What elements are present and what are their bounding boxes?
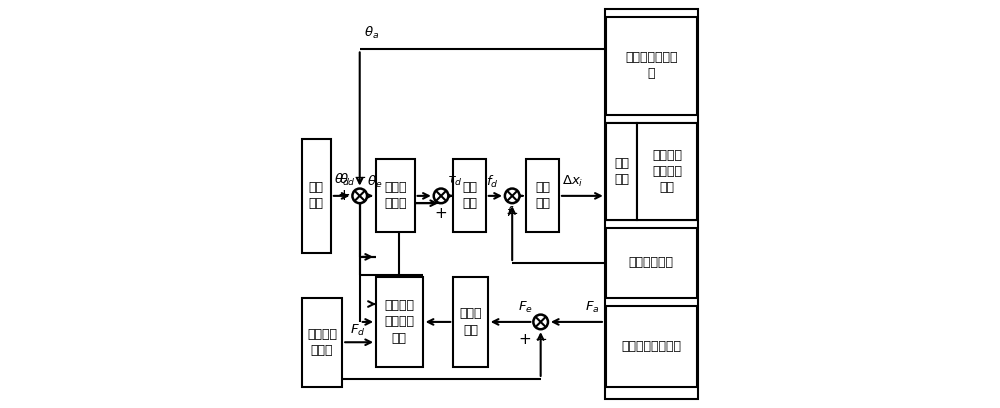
Text: 腱张力传感器: 腱张力传感器 <box>629 257 674 269</box>
Bar <box>606 123 697 220</box>
Text: 指尖接触力传感器: 指尖接触力传感器 <box>621 340 681 353</box>
Text: −: − <box>353 170 366 185</box>
Text: 接触力: 接触力 <box>459 307 482 320</box>
Circle shape <box>352 188 367 203</box>
Bar <box>453 277 488 367</box>
Text: $f_d$: $f_d$ <box>486 173 498 190</box>
Text: $\theta_d$: $\theta_d$ <box>339 172 355 188</box>
Bar <box>606 123 637 220</box>
Text: 控制: 控制 <box>463 324 478 337</box>
Text: +: + <box>338 188 350 203</box>
Bar <box>605 9 698 399</box>
Text: 期望指尖: 期望指尖 <box>307 328 337 341</box>
Text: 规划: 规划 <box>309 197 324 211</box>
Bar <box>606 306 697 387</box>
Text: 接触力: 接触力 <box>311 344 333 357</box>
Text: $\theta_a$: $\theta_a$ <box>364 25 379 41</box>
Text: 腱驱: 腱驱 <box>614 157 629 170</box>
Text: 张力: 张力 <box>535 181 550 194</box>
Text: $F_d$: $F_d$ <box>350 322 366 337</box>
Text: 关节力矩: 关节力矩 <box>384 315 414 328</box>
Text: −: − <box>506 206 519 222</box>
Text: $f$: $f$ <box>506 205 514 219</box>
Bar <box>453 159 486 233</box>
Text: $\theta_e$: $\theta_e$ <box>367 173 382 190</box>
Text: +: + <box>519 333 531 348</box>
Text: −: − <box>534 333 547 348</box>
Text: 控制: 控制 <box>535 197 550 211</box>
Text: $F_a$: $F_a$ <box>585 300 600 315</box>
Text: 张力: 张力 <box>462 181 477 194</box>
Text: 动器: 动器 <box>614 173 629 186</box>
Text: 转换: 转换 <box>392 332 407 345</box>
Text: 械手单指: 械手单指 <box>652 165 682 178</box>
Text: $\Delta x_i$: $\Delta x_i$ <box>562 174 584 189</box>
Text: 分配: 分配 <box>462 197 477 211</box>
Bar <box>302 139 331 253</box>
Text: 机构: 机构 <box>660 181 675 194</box>
Text: $\tau_d$: $\tau_d$ <box>447 175 462 188</box>
Bar <box>606 17 697 115</box>
Bar <box>376 159 415 233</box>
Text: 腱驱动机: 腱驱动机 <box>652 149 682 162</box>
Bar <box>302 297 342 387</box>
Text: 关节刚: 关节刚 <box>384 181 407 194</box>
Text: 路径: 路径 <box>309 181 324 194</box>
Bar <box>376 277 423 367</box>
Text: 度比例: 度比例 <box>384 197 407 211</box>
Bar <box>606 228 697 297</box>
Bar <box>637 123 697 220</box>
Text: +: + <box>435 206 447 222</box>
Text: $F_e$: $F_e$ <box>518 300 533 315</box>
Circle shape <box>434 188 448 203</box>
Circle shape <box>505 188 520 203</box>
Circle shape <box>533 315 548 329</box>
Bar <box>526 159 559 233</box>
Text: 接触力到: 接触力到 <box>384 299 414 312</box>
Text: 关节角位置传感: 关节角位置传感 <box>625 51 678 64</box>
Text: 器: 器 <box>648 67 655 80</box>
Text: $\theta_d$: $\theta_d$ <box>334 171 350 188</box>
